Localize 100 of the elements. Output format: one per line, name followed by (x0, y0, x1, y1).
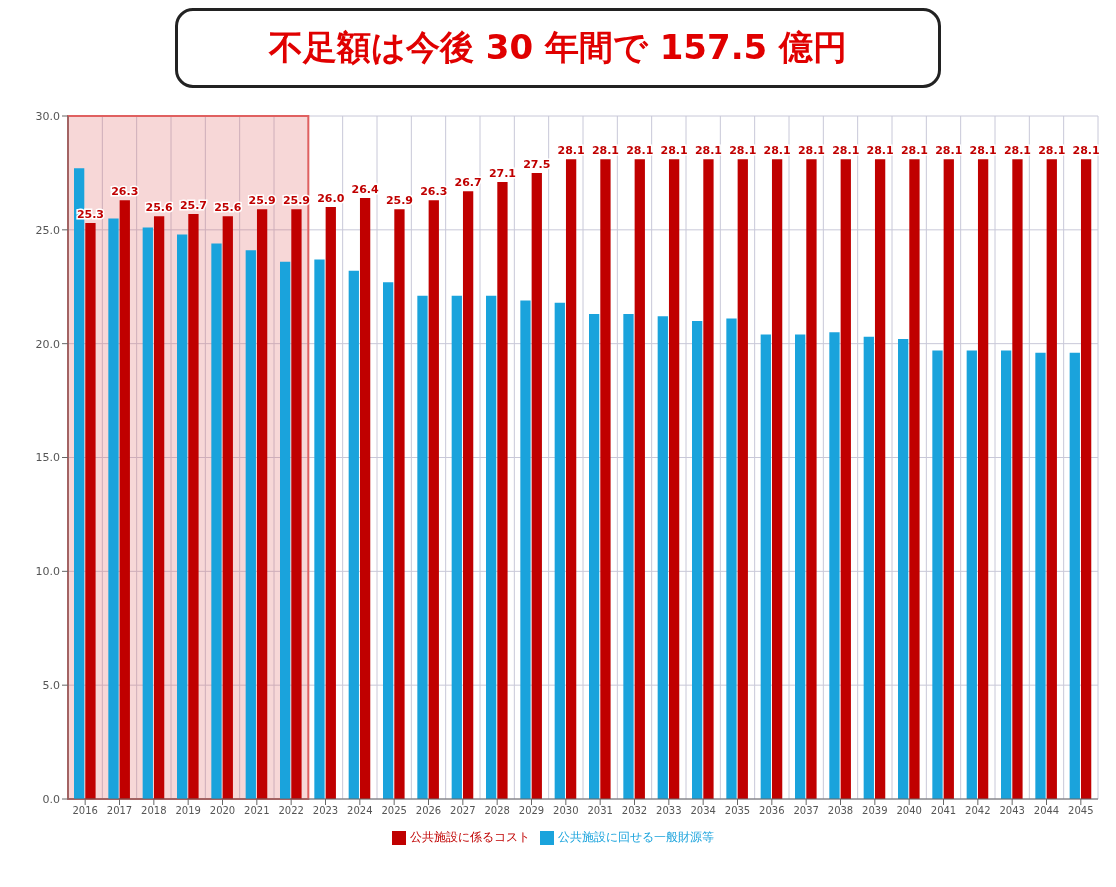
x-tick-label: 2041 (930, 805, 957, 817)
bar (245, 250, 256, 799)
data-label: 28.1 (694, 144, 723, 158)
x-tick-label: 2029 (518, 805, 545, 817)
y-tick-label: 25.0 (35, 223, 60, 237)
bar (565, 159, 577, 799)
bar (771, 159, 783, 799)
bar (85, 223, 96, 799)
data-label: 28.1 (1038, 144, 1066, 158)
x-tick-label: 2044 (1033, 805, 1060, 817)
bar (177, 234, 188, 799)
bar (1001, 350, 1012, 799)
x-tick-label: 2023 (312, 805, 339, 817)
data-label: 27.1 (488, 167, 517, 181)
x-tick-label: 2022 (278, 805, 304, 817)
x-tick-label: 2025 (381, 805, 407, 817)
x-tick-label: 2033 (656, 805, 682, 817)
y-tick-label: 0.0 (42, 792, 60, 806)
x-tick-label: 2042 (965, 805, 991, 817)
bar (1080, 159, 1092, 799)
x-tick-label: 2020 (209, 805, 236, 817)
x-tick-label: 2032 (621, 805, 648, 817)
x-tick-label: 2030 (553, 805, 579, 817)
x-tick-label: 2021 (244, 805, 270, 817)
y-tick-label: 10.0 (35, 565, 60, 579)
bar (795, 334, 806, 799)
bar (966, 350, 977, 799)
bar (497, 182, 508, 799)
bar (600, 159, 611, 799)
text: 不足額は今後 30 年間で 157.5 億円 (175, 8, 941, 88)
bar (428, 200, 439, 799)
x-tick-label: 2039 (862, 805, 888, 817)
bar (256, 209, 268, 799)
bar (462, 191, 474, 799)
data-label: 26.0 (317, 192, 345, 206)
y-tick-label: 30.0 (35, 109, 60, 123)
bar (348, 270, 359, 799)
bar (417, 295, 428, 799)
x-tick-label: 2024 (347, 805, 373, 817)
bar (898, 339, 909, 799)
bar (554, 302, 565, 799)
bar (520, 300, 531, 799)
data-label: 28.1 (900, 144, 929, 158)
bar (153, 216, 165, 799)
bar (359, 197, 371, 799)
bar (325, 207, 336, 799)
x-tick-label: 2040 (896, 805, 922, 817)
bar (623, 314, 634, 799)
data-label: 26.7 (454, 176, 482, 190)
x-tick-label: 2028 (484, 805, 510, 817)
y-tick-label: 20.0 (35, 337, 60, 351)
bar (394, 209, 405, 799)
bar (932, 350, 943, 799)
bar (188, 213, 199, 799)
bar (486, 295, 497, 799)
data-label: 28.1 (866, 144, 894, 158)
data-label: 25.6 (214, 201, 242, 215)
data-label: 25.6 (145, 201, 174, 215)
data-label: 25.9 (248, 194, 276, 208)
data-label: 28.1 (935, 144, 963, 158)
bar (589, 314, 600, 799)
x-tick-label: 2034 (690, 805, 716, 817)
data-label: 28.1 (797, 144, 826, 158)
data-label: 26.3 (420, 185, 448, 199)
data-label: 26.4 (351, 182, 380, 196)
bar (108, 218, 119, 799)
bar (383, 282, 394, 799)
data-label: 28.1 (832, 144, 860, 158)
data-label: 28.1 (591, 144, 620, 158)
bar (291, 209, 302, 799)
bar (451, 295, 462, 799)
x-tick-label: 2036 (759, 805, 785, 817)
bar (531, 172, 542, 799)
bar (211, 243, 222, 799)
bar (726, 318, 737, 799)
bar (657, 316, 668, 799)
x-tick-label: 2038 (827, 805, 854, 817)
x-tick-label: 2043 (999, 805, 1025, 817)
legend-label: 公共施設に係るコスト (410, 830, 530, 844)
bar (703, 159, 714, 799)
x-tick-label: 2019 (175, 805, 201, 817)
bar (806, 159, 817, 799)
bar (760, 334, 771, 799)
data-label: 27.5 (523, 157, 551, 171)
legend-label: 公共施設に回せる一般財源等 (558, 830, 714, 844)
y-tick-label: 15.0 (35, 451, 60, 465)
bar (692, 320, 703, 799)
bar (1035, 352, 1046, 799)
x-tick-label: 2018 (141, 805, 167, 817)
x-tick-label: 2016 (72, 805, 98, 817)
x-tick-label: 2035 (724, 805, 751, 817)
bar (222, 216, 233, 799)
bar (668, 159, 680, 799)
bar (1012, 159, 1023, 799)
data-label: 28.1 (1003, 144, 1032, 158)
bar (314, 259, 325, 799)
data-label: 28.1 (557, 144, 585, 158)
x-tick-label: 2031 (587, 805, 613, 817)
bar (280, 261, 291, 799)
bar (829, 332, 840, 799)
